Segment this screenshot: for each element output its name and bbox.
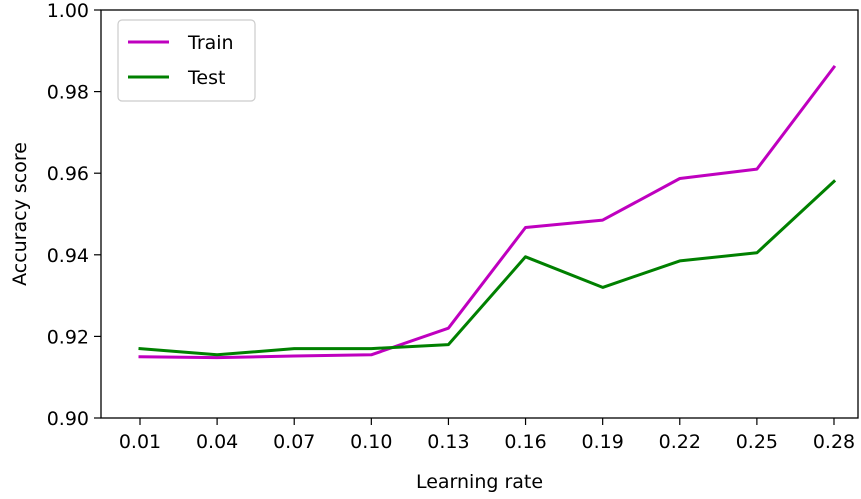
series-line-train: [138, 64, 837, 360]
series-line-test: [138, 179, 837, 357]
x-tick-label: 0.01: [119, 431, 161, 453]
x-tick-label: 0.16: [504, 431, 546, 453]
x-tick-label: 0.19: [582, 431, 624, 453]
plot-frame: [100, 9, 859, 419]
x-tick-label: 0.22: [659, 431, 701, 453]
x-tick-label: 0.13: [427, 431, 469, 453]
y-axis-label: Accuracy score: [9, 142, 31, 286]
y-tick-label: 0.94: [47, 245, 89, 267]
y-tick-label: 0.98: [47, 82, 89, 104]
x-tick-label: 0.04: [196, 431, 238, 453]
x-tick-label: 0.28: [813, 431, 855, 453]
y-tick-label: 0.92: [47, 326, 89, 348]
x-axis-label: Learning rate: [416, 471, 543, 493]
y-axis-ticks: 0.90 0.92 0.94 0.96 0.98 1.00: [47, 0, 101, 430]
legend-label-train: Train: [187, 32, 234, 54]
y-tick-label: 0.96: [47, 163, 89, 185]
legend: Train Test: [117, 19, 256, 102]
legend-box: [117, 19, 256, 102]
legend-label-test: Test: [187, 67, 225, 89]
series-layer: [138, 64, 837, 360]
x-axis-ticks: 0.01 0.04 0.07 0.10 0.13 0.16 0.19 0.22 0.25 0.28: [119, 418, 855, 453]
y-tick-label: 0.90: [47, 408, 89, 430]
x-tick-label: 0.07: [273, 431, 315, 453]
x-tick-label: 0.10: [350, 431, 392, 453]
x-tick-label: 0.25: [736, 431, 778, 453]
y-tick-label: 1.00: [47, 0, 89, 22]
